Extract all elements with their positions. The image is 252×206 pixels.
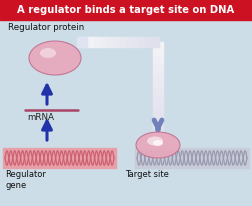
Bar (153, 88, 163, 97)
Bar (107, 37, 115, 47)
Bar (95, 37, 102, 47)
Bar (101, 37, 108, 47)
Bar (126, 37, 134, 47)
Bar (114, 37, 121, 47)
Bar (88, 37, 96, 47)
Bar (153, 96, 163, 104)
Ellipse shape (29, 41, 81, 75)
Ellipse shape (153, 140, 163, 146)
Bar (3, 148, 116, 168)
Text: Target site: Target site (125, 170, 169, 179)
Bar (153, 57, 163, 66)
Bar (133, 37, 140, 47)
Bar (153, 73, 163, 81)
Bar (135, 148, 249, 168)
Bar (145, 37, 153, 47)
Bar (153, 65, 163, 74)
Bar (0, 0, 252, 20)
Bar (153, 111, 163, 120)
Bar (153, 42, 163, 51)
Bar (153, 126, 163, 135)
Bar (77, 37, 87, 47)
Bar (82, 37, 89, 47)
Ellipse shape (147, 137, 163, 145)
Bar (153, 80, 163, 89)
Bar (139, 37, 146, 47)
Text: Regulator protein: Regulator protein (8, 23, 84, 32)
Ellipse shape (136, 132, 180, 158)
Bar (153, 119, 163, 127)
Bar (153, 103, 163, 112)
Bar (152, 37, 159, 47)
Ellipse shape (40, 48, 56, 58)
Text: mRNA: mRNA (27, 113, 54, 122)
Bar (120, 37, 127, 47)
Text: A regulator binds a target site on DNA: A regulator binds a target site on DNA (17, 5, 235, 15)
Bar (153, 50, 163, 58)
Text: Regulator
gene: Regulator gene (5, 170, 46, 190)
